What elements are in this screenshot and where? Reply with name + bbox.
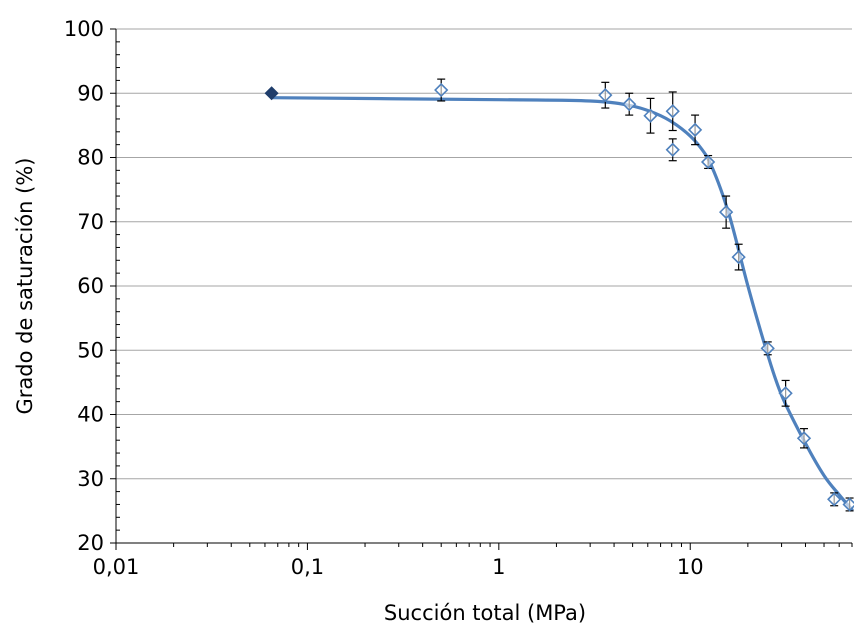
data-point [434,82,449,98]
x-tick-label: 10 [677,555,704,579]
grid-lines [116,28,852,480]
x-tick-label: 0,01 [93,555,140,579]
y-tick-label: 30 [77,467,104,491]
y-tick-label: 80 [77,146,104,170]
fit-curve [270,96,854,512]
data-point [622,97,637,112]
data-point [643,108,658,123]
y-tick-label: 100 [64,17,104,41]
y-tick-label: 20 [77,531,104,555]
data-point [700,154,716,170]
x-tick-label: 1 [492,555,505,579]
tick-labels: 20 30 40 50 60 70 80 90 100 0,01 0,1 1 10 [64,17,704,579]
y-tick-label: 40 [77,403,104,427]
fit-line-path [270,96,854,512]
data-point [796,431,812,446]
data-point [827,492,842,507]
data-point [760,341,775,356]
x-axis-title: Succión total (MPa) [384,601,586,625]
axes [110,28,852,550]
error-bars [437,78,854,512]
data-point [665,104,680,119]
y-tick-label: 60 [77,274,104,298]
data-point [731,249,746,265]
y-tick-label: 50 [77,338,104,362]
data-point [778,386,793,401]
data-markers [264,82,854,512]
y-axis-title: Grado de saturación (%) [13,158,37,415]
x-tick-label: 0,1 [291,555,324,579]
data-point [687,122,703,138]
data-point [665,142,680,157]
data-point-filled [264,86,279,101]
data-point [598,88,613,103]
data-point [719,204,734,220]
y-tick-label: 90 [77,81,104,105]
minor-ticks [116,41,853,547]
y-tick-label: 70 [77,210,104,234]
